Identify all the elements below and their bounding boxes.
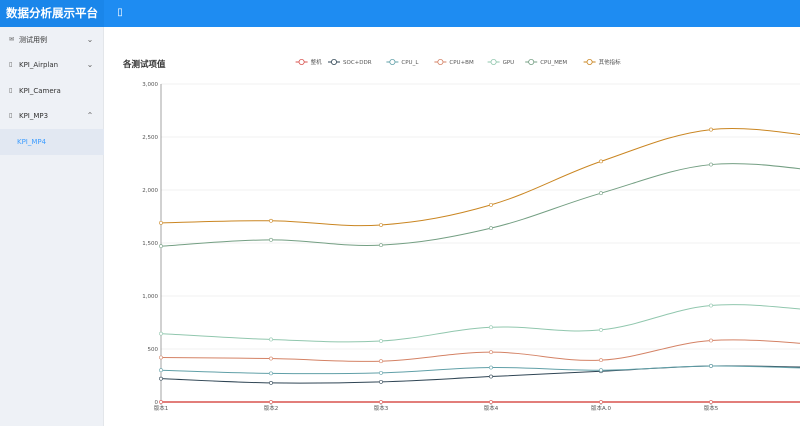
y-tick-label: 2,500	[142, 135, 158, 141]
series-line	[160, 163, 800, 247]
data-point	[379, 370, 383, 375]
data-point	[269, 356, 273, 361]
data-point	[379, 359, 383, 364]
data-point	[489, 350, 493, 355]
data-point	[159, 376, 163, 381]
data-point	[489, 202, 493, 207]
data-point	[599, 159, 603, 164]
legend-marker	[437, 59, 444, 66]
sidebar-item-label: 测试用例	[19, 36, 47, 44]
legend-marker	[528, 59, 535, 66]
legend-label: SOC+DDR	[343, 60, 372, 66]
data-point	[489, 226, 493, 231]
x-tick-label: 版本A.0	[591, 404, 611, 412]
doc-icon: ▯	[9, 112, 13, 119]
doc-icon: ▯	[9, 87, 13, 94]
chevron-down-icon: ⌄	[86, 35, 94, 44]
legend-label: CPU_L	[401, 60, 419, 66]
series-line	[160, 365, 800, 375]
data-point	[489, 374, 493, 379]
x-tick-label: 版本3	[374, 404, 389, 412]
data-point	[159, 368, 163, 373]
data-point	[489, 400, 493, 404]
sidebar-item-kpi-camera[interactable]: ▯ KPI_Camera	[0, 78, 104, 104]
y-tick-label: 1,000	[142, 294, 158, 300]
data-point	[379, 223, 383, 227]
data-point	[709, 400, 713, 404]
data-point	[159, 331, 163, 336]
legend-label: 整机	[311, 58, 323, 66]
series-line	[160, 339, 800, 362]
y-tick-label: 1,500	[142, 241, 158, 247]
data-point	[709, 303, 713, 308]
sidebar-item-kpi-mp3[interactable]: ▯ KPI_MP3 ⌃	[0, 103, 104, 129]
sidebar-item-kpi-airplan[interactable]: ▯ KPI_Airplan ⌄	[0, 52, 104, 78]
legend-label: 其他指标	[599, 58, 622, 66]
data-point	[599, 328, 603, 332]
sidebar: ✉ 测试用例 ⌄ ▯ KPI_Airplan ⌄ ▯ KPI_Camera ▯ …	[0, 27, 104, 426]
data-point	[379, 400, 383, 404]
y-tick-label: 500	[148, 347, 159, 353]
data-point	[709, 162, 713, 167]
envelope-icon: ✉	[9, 36, 15, 43]
x-tick-label: 版本2	[264, 404, 279, 412]
app-title: 数据分析展示平台	[0, 0, 104, 27]
chevron-down-icon: ⌄	[86, 60, 94, 69]
legend-marker	[586, 59, 593, 66]
y-tick-label: 2,000	[142, 188, 158, 194]
sidebar-item-label: KPI_MP3	[19, 112, 49, 120]
sidebar-item-kpi-mp4[interactable]: KPI_MP4	[0, 129, 104, 155]
data-point	[269, 381, 273, 385]
series-line	[160, 128, 800, 227]
legend-marker	[298, 59, 305, 66]
line-chart: 各测试项值 0 500 1,000 1,500 2,000 2,500 3,000 版本1 版本…	[122, 58, 800, 412]
data-point	[379, 379, 383, 384]
data-point	[709, 364, 713, 368]
data-point	[159, 355, 163, 360]
main-panel: 各测试项值 0 500 1,000 1,500 2,000 2,500 3,000 版本1 版本…	[104, 27, 800, 426]
sidebar-item-test-cases[interactable]: ✉ 测试用例 ⌄	[0, 27, 104, 53]
data-point	[599, 400, 603, 404]
series-line	[160, 365, 800, 384]
data-point	[379, 243, 383, 248]
menu-icon[interactable]: ▯	[117, 7, 123, 18]
data-point	[489, 325, 493, 330]
data-point	[159, 220, 163, 225]
data-point	[269, 371, 273, 376]
data-point	[709, 127, 713, 132]
data-point	[159, 244, 163, 249]
legend-label: GPU	[503, 60, 515, 66]
data-point	[269, 237, 273, 242]
legend-marker	[330, 59, 337, 66]
data-point	[599, 191, 603, 196]
data-point	[599, 368, 603, 373]
sidebar-item-label: KPI_Camera	[19, 87, 61, 95]
data-point	[269, 400, 273, 404]
chevron-up-icon: ⌃	[86, 111, 94, 120]
legend-label: CPU_MEM	[540, 60, 567, 66]
x-tick-label: 版本1	[154, 404, 169, 412]
data-point	[599, 358, 603, 363]
legend-marker	[389, 59, 396, 66]
sidebar-item-label: KPI_MP4	[17, 138, 47, 146]
y-tick-label: 0	[155, 400, 159, 406]
data-point	[159, 400, 163, 404]
data-point	[379, 339, 383, 343]
legend-marker	[490, 59, 497, 66]
x-tick-label: 版本5	[704, 404, 719, 412]
x-tick-label: 版本4	[484, 404, 499, 412]
chart-title: 各测试项值	[122, 59, 166, 70]
data-point	[709, 338, 713, 343]
data-point	[489, 365, 493, 370]
sidebar-item-label: KPI_Airplan	[19, 61, 59, 69]
doc-icon: ▯	[9, 61, 13, 68]
data-point	[269, 218, 273, 223]
legend-label: CPU+BM	[449, 60, 474, 66]
data-point	[269, 337, 273, 342]
y-tick-label: 3,000	[142, 82, 158, 88]
series-line	[160, 304, 800, 343]
app-header: 数据分析展示平台 ▯	[0, 0, 800, 27]
